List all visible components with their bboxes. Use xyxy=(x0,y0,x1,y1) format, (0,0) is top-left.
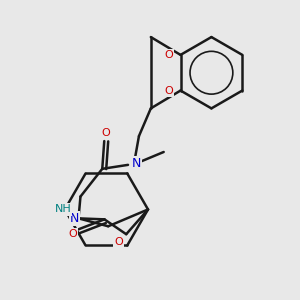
Text: O: O xyxy=(102,128,111,138)
Text: NH: NH xyxy=(54,204,71,214)
Text: O: O xyxy=(164,50,173,60)
Text: N: N xyxy=(131,158,141,170)
Text: O: O xyxy=(68,229,77,239)
Text: O: O xyxy=(164,85,173,96)
Text: O: O xyxy=(114,237,123,247)
Text: N: N xyxy=(70,212,79,225)
